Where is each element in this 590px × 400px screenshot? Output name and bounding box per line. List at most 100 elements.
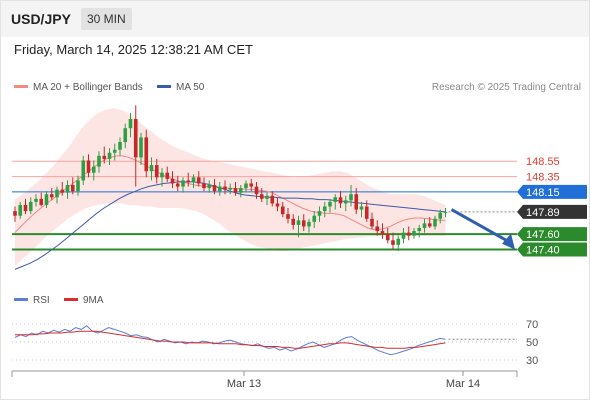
candle: [34, 194, 38, 207]
candle-body: [280, 206, 285, 215]
candle-body: [406, 232, 411, 236]
level-badge-bg: [517, 204, 587, 219]
candle-body: [391, 240, 395, 245]
candle: [385, 227, 390, 244]
level-labels-layer: 148.55 148.35 148.15 147.89 147.60 147.40: [517, 156, 587, 257]
candle-body: [328, 201, 332, 207]
candle-body: [123, 128, 128, 143]
candle: [286, 208, 290, 224]
candle: [370, 212, 374, 230]
candle: [128, 112, 133, 138]
candle-body: [181, 180, 185, 187]
candle-body: [438, 212, 443, 219]
candle-body: [380, 231, 385, 235]
level-label-148.55: 148.55: [526, 156, 560, 168]
ma50-legend-swatch: [157, 85, 171, 88]
candle-body: [249, 183, 254, 187]
candle-body: [60, 189, 65, 193]
level-badge-bg: [517, 227, 587, 242]
candle: [81, 155, 86, 186]
candle-body: [49, 194, 54, 198]
candle: [196, 171, 201, 187]
candle: [254, 181, 259, 199]
level-badge-148.15: 148.15: [517, 184, 587, 199]
candle-body: [443, 211, 448, 213]
candle: [427, 217, 432, 228]
candle: [322, 201, 327, 218]
forecast-layer: [450, 208, 515, 250]
candle: [291, 214, 296, 230]
candle-body: [244, 183, 248, 189]
candle-body: [160, 172, 164, 178]
candle-body: [133, 119, 138, 158]
candle: [44, 191, 49, 209]
candle-body: [217, 186, 222, 192]
candle-body: [270, 195, 275, 204]
candle-body: [81, 160, 86, 181]
candle-body: [307, 221, 311, 227]
time-axis-label-1: Mar 14: [446, 378, 480, 390]
candle: [391, 232, 395, 250]
candle-body: [70, 185, 75, 192]
candle: [375, 220, 380, 236]
rsi-tick-50: 50: [526, 337, 538, 349]
candle-body: [97, 155, 101, 167]
candle: [13, 206, 17, 222]
candle-body: [128, 119, 133, 129]
header-bar: USD/JPY 30 MIN: [1, 1, 589, 37]
candle: [23, 198, 28, 215]
candle: [244, 180, 248, 193]
candle: [296, 215, 301, 238]
candle: [406, 226, 411, 241]
candle-body: [112, 149, 117, 153]
rsi-panel: 70 50 30: [12, 319, 538, 367]
level-badge-147.40: 147.40: [517, 242, 587, 257]
level-badge-text: 147.89: [526, 207, 560, 219]
candle-body: [202, 183, 206, 189]
candle-body: [107, 152, 112, 159]
candle: [91, 160, 96, 181]
candle: [233, 181, 238, 196]
rsi-legend-swatch: [14, 298, 28, 301]
candle: [149, 157, 154, 181]
candle: [112, 143, 117, 161]
candles-layer: [13, 105, 517, 252]
candle-body: [396, 238, 401, 245]
candle: [212, 178, 217, 195]
candle-body: [317, 211, 322, 216]
candle: [49, 188, 54, 201]
candle-body: [401, 232, 406, 239]
candle: [181, 177, 185, 193]
timeframe-button[interactable]: 30 MIN: [81, 8, 132, 30]
candle: [97, 151, 101, 173]
candle-body: [296, 220, 301, 225]
candle: [238, 185, 243, 198]
candle: [443, 208, 448, 218]
candle: [86, 154, 91, 178]
candle-body: [154, 165, 159, 178]
ma20-legend-swatch: [14, 85, 28, 88]
candle: [102, 146, 107, 164]
time-axis: Mar 13 Mar 14: [11, 370, 518, 390]
candle: [191, 174, 196, 189]
candle: [186, 172, 191, 187]
candle-body: [322, 206, 327, 212]
candle-body: [333, 197, 338, 202]
candle-body: [86, 160, 91, 173]
candle-body: [375, 226, 380, 232]
candle-body: [228, 188, 233, 190]
chart-legend: MA 20 + Bollinger Bands MA 50 Research ©…: [14, 82, 581, 93]
candle: [118, 137, 122, 156]
candle-body: [212, 185, 217, 192]
candle: [412, 227, 416, 239]
rsi-legend-label: RSI: [33, 295, 50, 306]
candle: [165, 166, 170, 182]
candle: [160, 168, 164, 187]
candle: [307, 218, 311, 233]
candle-body: [165, 172, 170, 179]
candle-body: [349, 194, 353, 201]
candle: [364, 200, 369, 222]
ma20-legend-label: MA 20 + Bollinger Bands: [33, 82, 143, 93]
candle: [380, 223, 385, 239]
candle-body: [23, 204, 28, 212]
